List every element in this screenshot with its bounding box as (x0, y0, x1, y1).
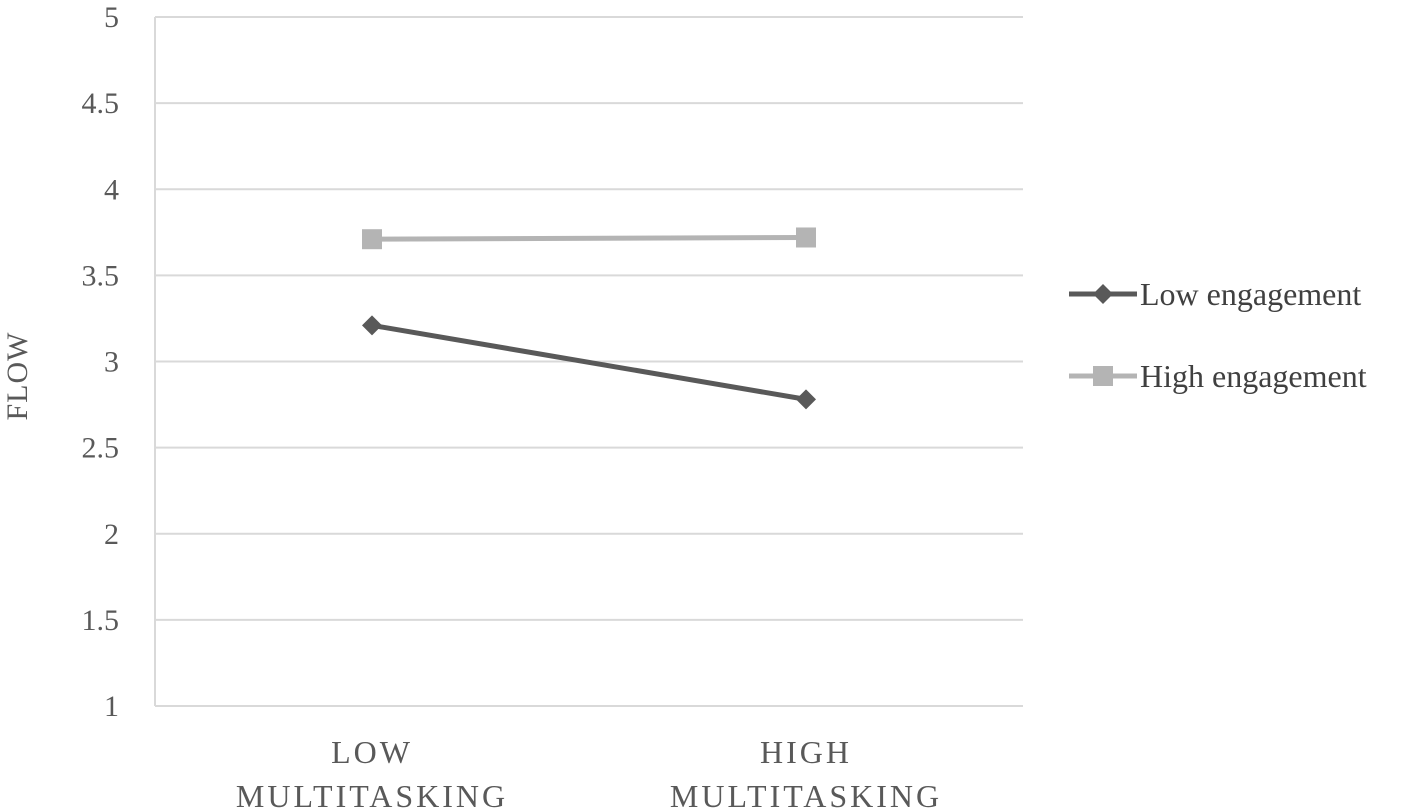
y-tick-label: 4 (104, 173, 119, 206)
y-tick-label: 3 (104, 346, 119, 379)
legend: Low engagement High engagement (1069, 276, 1367, 394)
legend-item: Low engagement (1069, 276, 1361, 312)
x-category-label: HIGH MULTITASKING (670, 734, 942, 812)
legend-marker (1093, 366, 1113, 386)
series (362, 227, 816, 410)
legend-item: High engagement (1069, 358, 1367, 394)
y-tick-label: 5 (104, 1, 119, 34)
data-point (796, 227, 816, 248)
series-0 (362, 315, 816, 410)
x-category-label-line: MULTITASKING (670, 778, 942, 812)
y-tick-label: 4.5 (82, 87, 120, 120)
data-point (362, 229, 382, 250)
data-point (796, 389, 816, 410)
data-point (362, 315, 382, 336)
legend-label: High engagement (1140, 358, 1367, 394)
y-axis-title: FLOW (1, 332, 34, 421)
series-line (371, 234, 807, 242)
y-tick-label: 2.5 (82, 432, 120, 465)
legend-marker (1093, 284, 1113, 304)
x-category-label-line: MULTITASKING (236, 778, 508, 812)
y-tick-labels: 1 1.5 2 2.5 3 3.5 4 4.5 5 (82, 1, 120, 723)
x-category-label-line: LOW (331, 734, 413, 770)
series-1 (362, 227, 816, 250)
y-tick-label: 3.5 (82, 259, 120, 292)
y-tick-label: 1.5 (82, 604, 120, 637)
y-tick-label: 1 (104, 690, 119, 723)
x-category-labels: LOW MULTITASKING HIGH MULTITASKING (236, 734, 942, 812)
series-line (371, 322, 807, 402)
y-tick-label: 2 (104, 518, 119, 551)
x-category-label-line: HIGH (760, 734, 852, 770)
x-category-label: LOW MULTITASKING (236, 734, 508, 812)
legend-label: Low engagement (1140, 276, 1361, 312)
